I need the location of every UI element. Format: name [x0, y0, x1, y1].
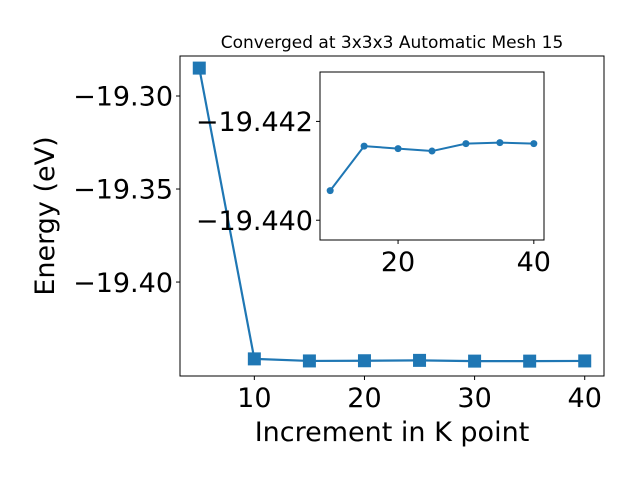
chart-title: Converged at 3x3x3 Automatic Mesh 15 [221, 33, 564, 53]
inset-ticks: 20 40 −19.442 −19.440 [196, 107, 551, 278]
inset-y-tick-label: −19.440 [196, 206, 313, 237]
main-y-tick-label: −19.35 [73, 175, 173, 206]
main-x-tick-label: 20 [347, 383, 381, 414]
main-plot: Converged at 3x3x3 Automatic Mesh 15 Inc… [30, 33, 605, 448]
inset-data-point [326, 187, 334, 195]
main-data-point [357, 354, 371, 368]
main-data-point [468, 354, 482, 368]
inset-x-tick-label: 20 [381, 247, 415, 278]
inset-axes-frame [319, 71, 545, 241]
main-data-point [247, 352, 261, 366]
inset-series [326, 139, 538, 195]
main-series [192, 61, 592, 368]
main-x-tick-label: 30 [457, 383, 491, 414]
main-series-line [198, 67, 585, 363]
inset-data-point [394, 145, 402, 153]
main-x-tick-label: 40 [568, 383, 602, 414]
main-x-tick-label: 10 [237, 383, 271, 414]
main-data-point [192, 61, 206, 75]
inset-x-tick-label: 40 [517, 247, 551, 278]
inset-y-tick-label: −19.442 [196, 107, 313, 138]
inset-data-point [496, 139, 504, 147]
inset-plot: 20 40 −19.442 −19.440 [196, 71, 551, 278]
main-ticks: 10 20 30 40 −19.30 −19.35 −19.40 [73, 82, 602, 414]
main-data-point [413, 353, 427, 367]
main-data-point [578, 354, 592, 368]
y-axis-label: Energy (eV) [30, 136, 61, 295]
main-data-point [302, 354, 316, 368]
main-data-point [523, 354, 537, 368]
main-y-tick-label: −19.30 [73, 82, 173, 113]
inset-data-point [428, 147, 436, 155]
inset-data-point [462, 140, 470, 148]
main-y-tick-label: −19.40 [73, 268, 173, 299]
main-axes-frame [179, 55, 605, 377]
inset-background [320, 72, 544, 240]
inset-data-point [530, 140, 538, 148]
inset-data-point [360, 142, 368, 150]
x-axis-label: Increment in K point [255, 417, 530, 448]
